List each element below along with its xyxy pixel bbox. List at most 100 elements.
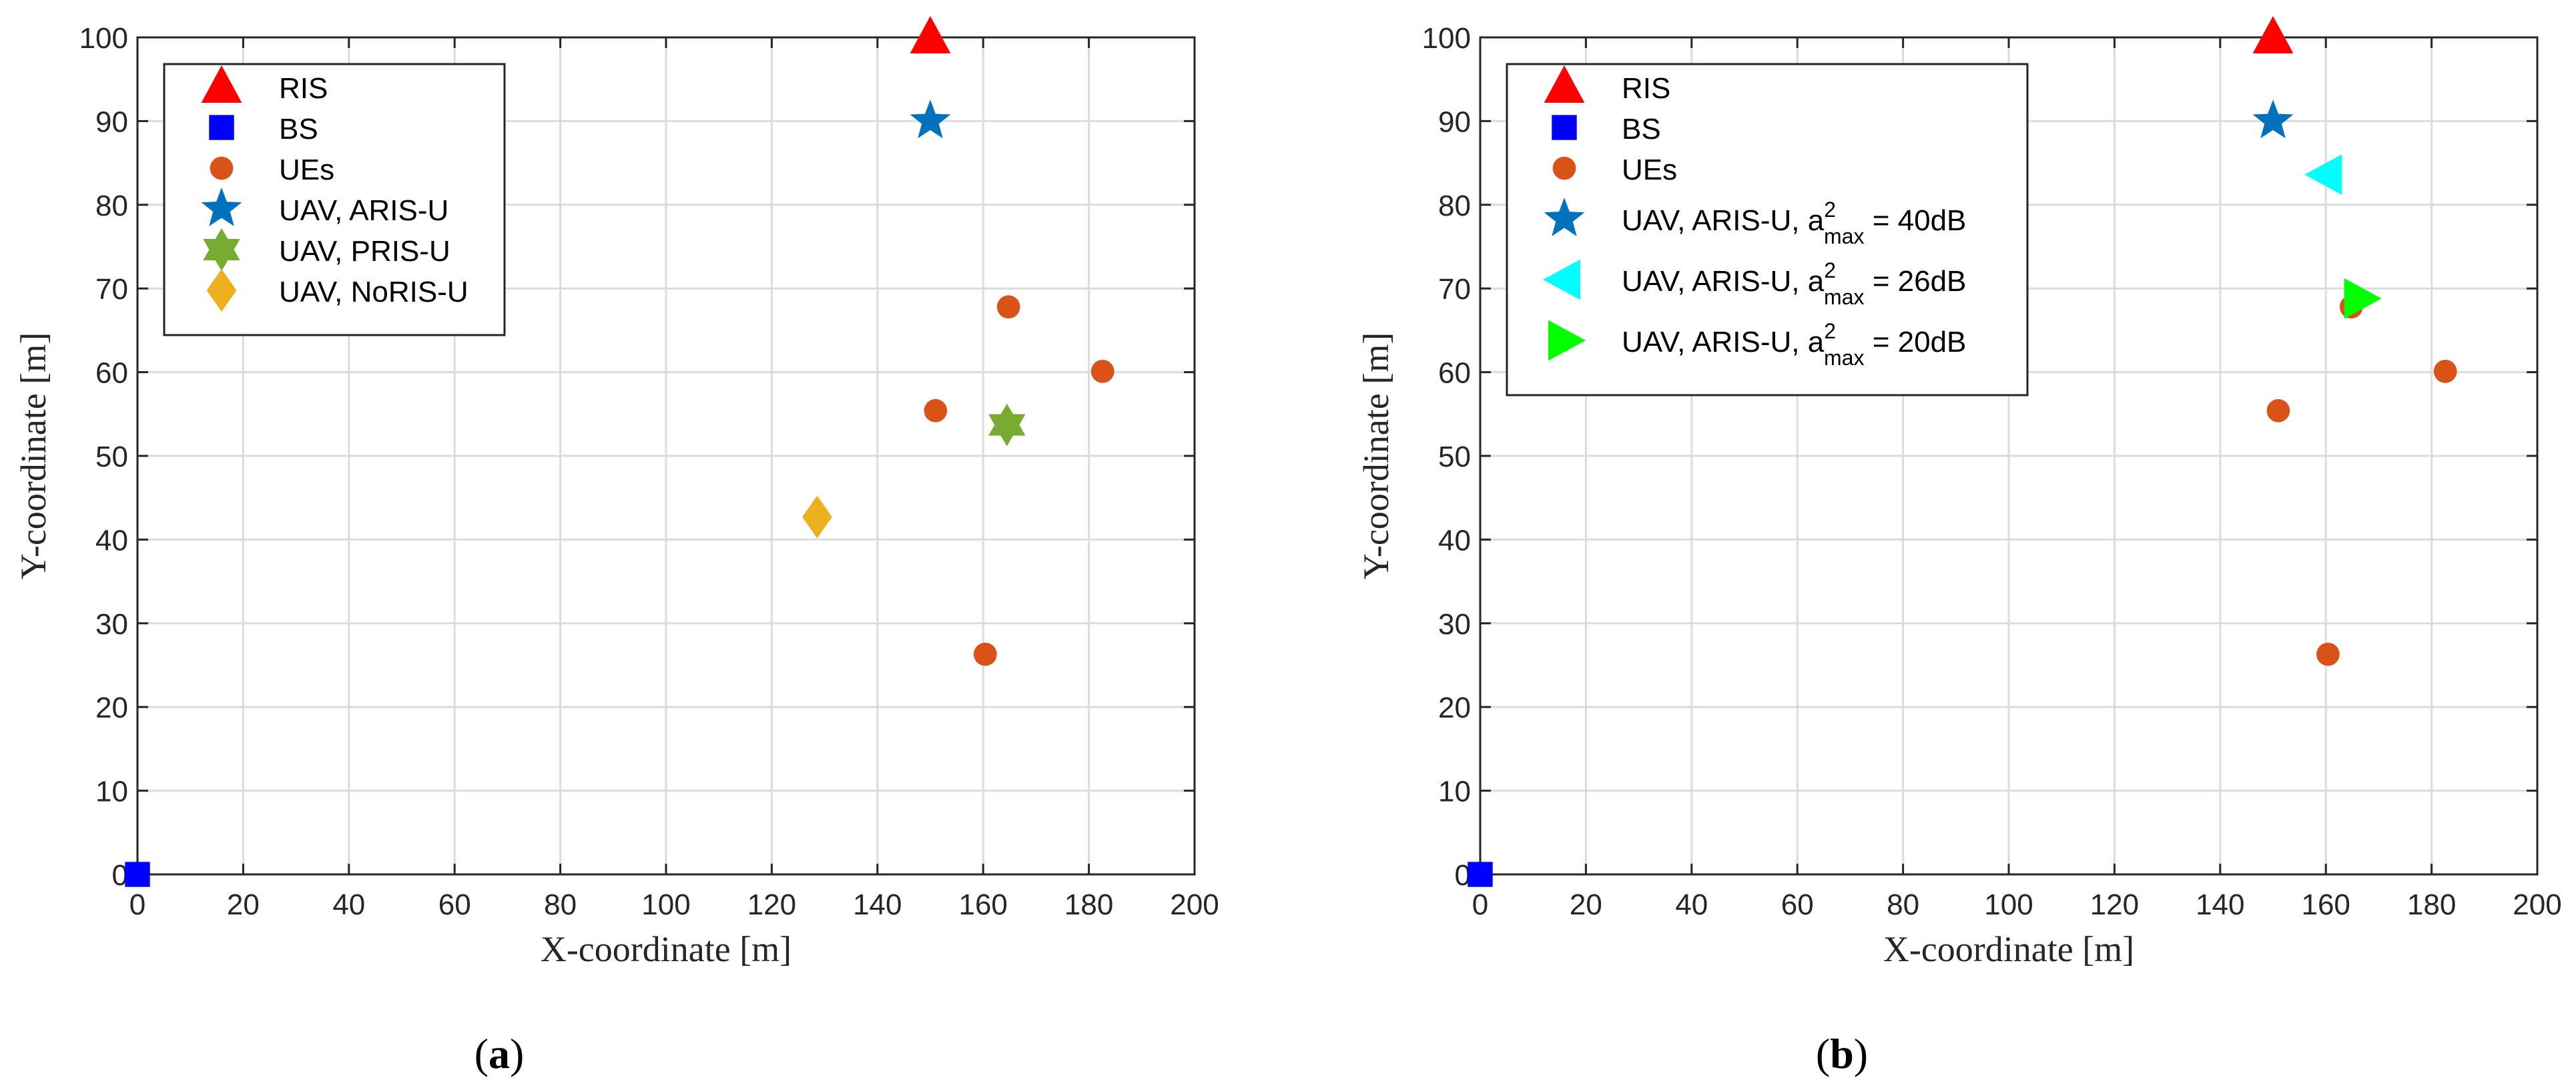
legend-label-tail: = 20dB <box>1864 326 1966 358</box>
legend-label-tail: = 26dB <box>1864 265 1966 298</box>
x-tick-label: 200 <box>2513 888 2561 921</box>
x-axis-label: X-coordinate [m] <box>1883 929 2134 969</box>
x-tick-label: 140 <box>2196 888 2244 921</box>
x-axis-label: X-coordinate [m] <box>541 929 791 969</box>
data-point <box>2433 359 2457 383</box>
data-point <box>2316 642 2340 666</box>
legend-entry: UAV, ARIS-U, a2 max = 26dB <box>1543 258 1966 309</box>
y-tick-label: 50 <box>95 441 128 473</box>
legend-label: RIS <box>1622 72 1670 105</box>
legend-entry: UAV, ARIS-U, a2 max = 40dB <box>1544 198 1966 248</box>
legend-marker <box>1544 198 1585 236</box>
data-marks <box>125 16 1114 887</box>
legend-label-main: UAV, ARIS-U, a <box>1622 204 1825 237</box>
y-axis-label: Y-coordinate [m] <box>1356 332 1396 579</box>
data-point <box>910 16 951 53</box>
legend-marker <box>1552 156 1576 180</box>
y-tick-label: 90 <box>95 105 128 138</box>
legend-label: UEs <box>1622 154 1677 186</box>
legend-entry: UAV, ARIS-U <box>201 188 448 227</box>
series-5 <box>802 495 832 539</box>
legend-box <box>1506 63 2029 396</box>
legend-entry: UAV, NoRIS-U <box>206 269 468 312</box>
y-tick-label: 40 <box>95 524 128 557</box>
legend-label: RIS <box>279 72 328 105</box>
series-0 <box>2252 16 2294 53</box>
legend-marker <box>206 269 237 312</box>
x-tick-label: 160 <box>2301 888 2350 921</box>
series-4 <box>2304 154 2342 196</box>
legend: RIS BS UEs UAV, ARIS-U UAV, PRIS-U UAV, NoRIS… <box>163 63 506 336</box>
legend-entry: RIS <box>201 65 328 105</box>
x-tick-label: 0 <box>129 888 145 921</box>
y-tick-label: 40 <box>1438 524 1471 557</box>
y-tick-label: 10 <box>1438 776 1471 808</box>
x-tick-label: 60 <box>1781 888 1814 921</box>
y-tick-label: 10 <box>95 776 128 808</box>
data-point <box>2252 99 2294 139</box>
x-tick-label: 0 <box>1472 888 1488 921</box>
legend-entry: UEs <box>1552 154 1677 186</box>
legend-label: UAV, ARIS-U <box>279 194 448 227</box>
data-point <box>2266 398 2290 423</box>
series-5 <box>2344 278 2382 319</box>
y-tick-label: 80 <box>1438 190 1471 222</box>
data-point <box>996 295 1020 319</box>
chart-1: 0 20 40 60 80 100 120 140 160 180 2000102030405060… <box>1356 16 2562 1077</box>
y-axis-label: Y-coordinate [m] <box>13 332 53 579</box>
data-marks <box>1468 16 2457 887</box>
data-point <box>988 403 1026 447</box>
x-tick-label: 80 <box>544 888 577 921</box>
series-1 <box>1468 862 1493 887</box>
data-point <box>924 398 948 423</box>
series-2 <box>924 295 1114 666</box>
data-point <box>2304 154 2342 196</box>
legend-label: BS <box>1622 113 1661 146</box>
y-tick-label: 90 <box>1438 105 1471 138</box>
x-tick-label: 60 <box>438 888 471 921</box>
legend-marker <box>1543 259 1580 300</box>
legend-label-sub: max <box>1824 285 1864 309</box>
legend-marker <box>210 156 234 180</box>
x-tick-label: 140 <box>853 888 902 921</box>
x-tick-label: 120 <box>747 888 796 921</box>
y-tick-label: 60 <box>1438 357 1471 390</box>
y-tick-label: 50 <box>1438 441 1471 473</box>
ticks: 0 20 40 60 80 100 120 140 160 180 2000102030405060… <box>1422 22 2562 921</box>
legend-entry: UAV, ARIS-U, a2 max = 20dB <box>1548 319 1966 370</box>
legend-label: UAV, NoRIS-U <box>279 276 468 308</box>
series-1 <box>125 862 150 887</box>
legend-label: UAV, PRIS-U <box>279 235 450 268</box>
legend-label: UEs <box>279 154 334 186</box>
y-tick-label: 30 <box>95 608 128 641</box>
x-tick-label: 100 <box>1984 888 2033 921</box>
legend-label: BS <box>279 113 318 146</box>
legend-marker <box>201 188 242 226</box>
y-tick-label: 80 <box>95 190 128 222</box>
series-4 <box>988 403 1026 447</box>
y-tick-label: 100 <box>1422 22 1471 55</box>
legend-marker <box>201 65 242 103</box>
legend-label-sup: 2 <box>1824 198 1836 222</box>
legend-label: UAV, ARIS-U, a2 max = 20dB <box>1622 319 1966 370</box>
legend-marker <box>209 115 234 140</box>
y-tick-label: 70 <box>1438 273 1471 306</box>
data-point <box>974 642 997 666</box>
legend-label-sub: max <box>1824 346 1864 370</box>
legend-entry: BS <box>209 113 318 146</box>
x-tick-label: 100 <box>641 888 690 921</box>
x-tick-label: 40 <box>1675 888 1708 921</box>
legend-marker <box>1544 65 1585 103</box>
legend-marker <box>1548 320 1586 361</box>
legend-label: UAV, ARIS-U, a2 max = 40dB <box>1622 198 1966 248</box>
y-tick-label: 60 <box>95 357 128 390</box>
x-tick-label: 160 <box>958 888 1007 921</box>
legend-label: UAV, ARIS-U, a2 max = 26dB <box>1622 258 1966 309</box>
panel-label: (b) <box>1816 1030 1868 1077</box>
data-point <box>2344 278 2382 319</box>
data-point <box>802 495 832 539</box>
y-tick-label: 20 <box>1438 692 1471 724</box>
y-tick-label: 100 <box>79 22 128 55</box>
x-tick-label: 180 <box>2407 888 2456 921</box>
